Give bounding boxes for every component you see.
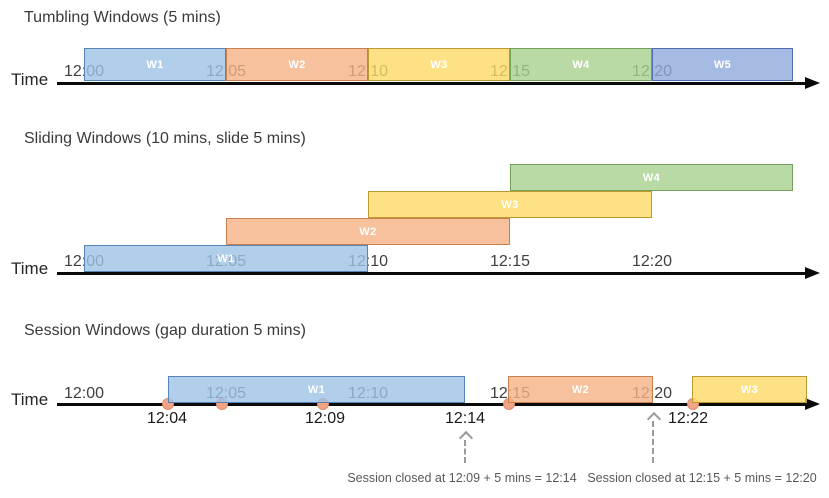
window-label: W2 <box>288 58 306 71</box>
sliding-tick-1220: 12:20 <box>631 253 673 270</box>
tumbling-section-title: Tumbling Windows (5 mins) <box>24 9 221 26</box>
sliding-axis-arrowhead-icon <box>805 267 820 279</box>
sliding-window-w3: W3 <box>368 191 652 218</box>
tumbling-time-axis-label: Time <box>11 70 49 89</box>
sliding-time-axis <box>57 272 807 275</box>
tumbling-window-w5: W5 <box>652 48 793 81</box>
session-event-time-1204: 12:04 <box>146 410 188 427</box>
session-callout-arrow-icon-2 <box>646 411 662 463</box>
window-label: W1 <box>307 383 326 396</box>
window-label: W1 <box>217 252 235 265</box>
dashed-line <box>652 421 654 463</box>
arrowhead-up-icon <box>458 430 474 446</box>
session-time-axis-label: Time <box>11 390 49 409</box>
session-annotation-2: Session closed at 12:15 + 5 mins = 12:20 <box>587 471 817 485</box>
sliding-window-w1: W1 <box>84 245 368 272</box>
session-time-axis <box>57 403 807 406</box>
window-label: W1 <box>146 58 164 71</box>
window-label: W2 <box>571 383 590 396</box>
sliding-section-title: Sliding Windows (10 mins, slide 5 mins) <box>24 130 306 147</box>
window-label: W3 <box>501 198 519 211</box>
session-section-title: Session Windows (gap duration 5 mins) <box>24 322 306 339</box>
session-event-time-1214: 12:14 <box>444 410 486 427</box>
window-label: W3 <box>430 58 448 71</box>
session-window-w2: W2 <box>508 376 653 403</box>
arrowhead-up-icon <box>646 411 662 427</box>
window-label: W2 <box>359 225 377 238</box>
tumbling-window-w4: W4 <box>510 48 652 81</box>
session-event-time-1209: 12:09 <box>304 410 346 427</box>
session-axis-arrowhead-icon <box>805 398 820 410</box>
window-label: W4 <box>642 171 661 184</box>
window-label: W3 <box>740 383 759 396</box>
session-tick-1200: 12:00 <box>63 385 105 402</box>
sliding-window-w4: W4 <box>510 164 793 191</box>
tumbling-time-axis <box>57 82 807 85</box>
window-label: W5 <box>713 58 732 71</box>
sliding-window-w2: W2 <box>226 218 510 245</box>
sliding-tick-1215: 12:15 <box>489 253 531 270</box>
sliding-time-axis-label: Time <box>11 259 49 278</box>
session-callout-arrow-icon-1 <box>458 430 474 463</box>
session-window-w3: W3 <box>692 376 807 403</box>
session-window-w1: W1 <box>168 376 465 403</box>
session-annotation-1: Session closed at 12:09 + 5 mins = 12:14 <box>347 471 577 485</box>
tumbling-axis-arrowhead-icon <box>805 77 820 89</box>
session-event-time-1222: 12:22 <box>667 410 709 427</box>
tumbling-window-w2: W2 <box>226 48 368 81</box>
tumbling-window-w1: W1 <box>84 48 226 81</box>
window-label: W4 <box>572 58 590 71</box>
dashed-line <box>464 440 466 463</box>
tumbling-window-w3: W3 <box>368 48 510 81</box>
